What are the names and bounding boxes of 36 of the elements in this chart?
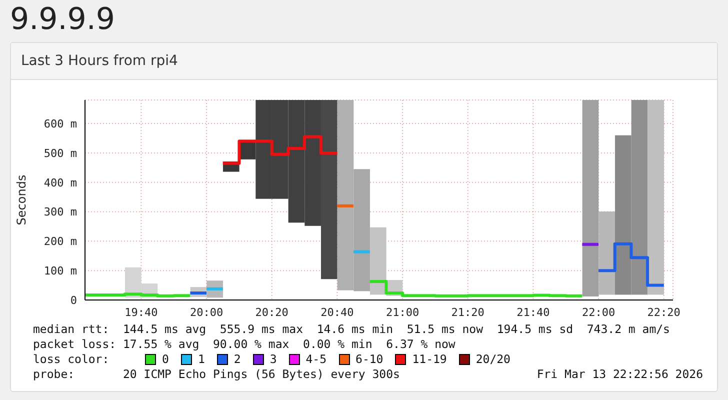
legend-label: 6-10 — [354, 352, 384, 367]
legend-label: 3 — [268, 352, 277, 367]
x-tick-label: 22:20 — [647, 306, 680, 319]
y-tick-label: 500 m — [44, 146, 78, 160]
y-tick-label: 600 m — [44, 117, 78, 130]
y-tick-label: 0 — [70, 294, 77, 307]
chart-title: 9.9.9.9 — [10, 2, 115, 37]
y-tick-label: 100 m — [44, 264, 78, 278]
text: probe: 20 ICMP Echo Pings (56 Bytes) every 300s — [33, 367, 400, 382]
x-tick-label: 20:20 — [255, 306, 288, 319]
text: median rtt: 144.5 ms avg 555.9 ms max 14.6 ms min 51.5 ms now 194.5 ms sd 743.2 m am/s — [33, 322, 671, 337]
legend-label: 0 — [161, 352, 169, 367]
legend-title: loss color: — [33, 352, 110, 367]
y-tick-label: 200 m — [44, 235, 78, 248]
x-tick-label: 21:40 — [516, 306, 550, 319]
x-tick-label: 21:20 — [451, 306, 484, 319]
y-tick-label: 300 m — [44, 206, 78, 219]
x-tick-label: 19:40 — [124, 306, 158, 319]
legend-label: 4-5 — [304, 352, 327, 367]
x-tick-label: 20:40 — [320, 306, 354, 319]
legend-label: 2 — [232, 352, 241, 367]
y-tick-label: 400 m — [44, 176, 78, 190]
text: packet loss: 17.55 % avg 90.00 % max 0.00 % min 6.37 % now — [33, 337, 456, 352]
chart-subtitle: Last 3 Hours from rpi4 — [11, 43, 717, 80]
legend-label: 20/20 — [474, 352, 510, 367]
bar — [370, 227, 386, 295]
x-tick-label: 22:00 — [582, 306, 616, 319]
bar — [582, 100, 599, 296]
bar — [598, 211, 615, 295]
bar — [648, 100, 664, 295]
x-tick-label: 21:00 — [386, 306, 420, 319]
legend-label: 11-19 — [411, 352, 447, 367]
y-axis-title: Seconds — [14, 174, 28, 226]
x-tick-label: 20:00 — [190, 306, 224, 319]
text: Fri Mar 13 22:22:56 2026 — [536, 367, 703, 382]
legend-label: 1 — [196, 352, 205, 367]
